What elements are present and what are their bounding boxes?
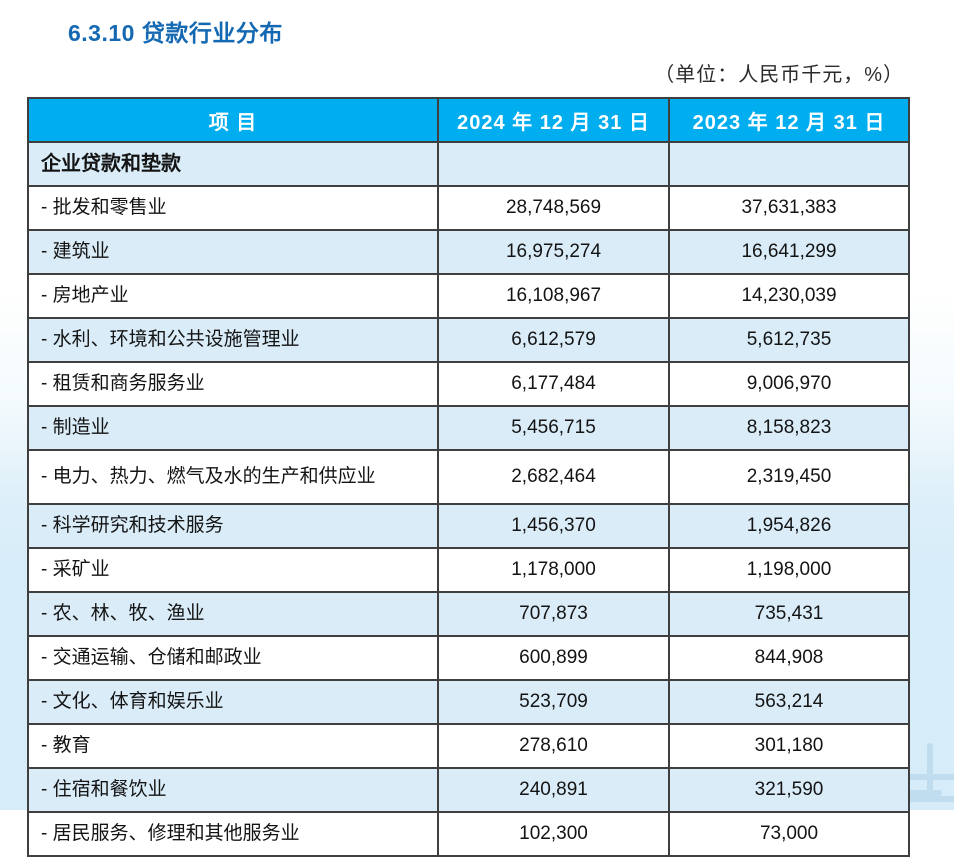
item-label: 企业贷款和垫款 bbox=[27, 141, 439, 187]
item-label: - 科学研究和技术服务 bbox=[27, 503, 439, 549]
value-2024: 240,891 bbox=[437, 767, 670, 813]
value-2024: 16,108,967 bbox=[437, 273, 670, 319]
value-2024: 102,300 bbox=[437, 811, 670, 857]
value-2023: 37,631,383 bbox=[668, 185, 910, 231]
item-label: - 制造业 bbox=[27, 405, 439, 451]
item-label: - 批发和零售业 bbox=[27, 185, 439, 231]
table-header-row: 项 目 2024 年 12 月 31 日 2023 年 12 月 31 日 bbox=[27, 97, 910, 143]
table-row: - 科学研究和技术服务 1,456,370 1,954,826 bbox=[27, 503, 910, 549]
value-2023: 321,590 bbox=[668, 767, 910, 813]
value-2023: 73,000 bbox=[668, 811, 910, 857]
table-row: - 批发和零售业 28,748,569 37,631,383 bbox=[27, 185, 910, 231]
value-2023: 1,198,000 bbox=[668, 547, 910, 593]
value-2023: 844,908 bbox=[668, 635, 910, 681]
value-2023: 14,230,039 bbox=[668, 273, 910, 319]
value-2024: 5,456,715 bbox=[437, 405, 670, 451]
table-row: - 交通运输、仓储和邮政业 600,899 844,908 bbox=[27, 635, 910, 681]
column-header-2023: 2023 年 12 月 31 日 bbox=[668, 97, 910, 143]
value-2024: 600,899 bbox=[437, 635, 670, 681]
table-row: - 文化、体育和娱乐业 523,709 563,214 bbox=[27, 679, 910, 725]
value-2024: 28,748,569 bbox=[437, 185, 670, 231]
value-2024 bbox=[437, 141, 670, 187]
value-2023: 5,612,735 bbox=[668, 317, 910, 363]
table-row: - 农、林、牧、渔业 707,873 735,431 bbox=[27, 591, 910, 637]
table-row: - 制造业 5,456,715 8,158,823 bbox=[27, 405, 910, 451]
value-2023: 301,180 bbox=[668, 723, 910, 769]
value-2023: 735,431 bbox=[668, 591, 910, 637]
value-2024: 278,610 bbox=[437, 723, 670, 769]
value-2023: 563,214 bbox=[668, 679, 910, 725]
value-2023: 8,158,823 bbox=[668, 405, 910, 451]
table-row: - 采矿业 1,178,000 1,198,000 bbox=[27, 547, 910, 593]
table-row: - 建筑业 16,975,274 16,641,299 bbox=[27, 229, 910, 275]
table-row-corporate-loans: 企业贷款和垫款 bbox=[27, 141, 910, 187]
item-label: - 农、林、牧、渔业 bbox=[27, 591, 439, 637]
table-row: - 居民服务、修理和其他服务业 102,300 73,000 bbox=[27, 811, 910, 857]
value-2024: 1,178,000 bbox=[437, 547, 670, 593]
value-2023: 1,954,826 bbox=[668, 503, 910, 549]
value-2023: 16,641,299 bbox=[668, 229, 910, 275]
item-label: - 电力、热力、燃气及水的生产和供应业 bbox=[27, 449, 439, 505]
table-row: - 电力、热力、燃气及水的生产和供应业 2,682,464 2,319,450 bbox=[27, 449, 910, 505]
value-2023: 2,319,450 bbox=[668, 449, 910, 505]
unit-note: （单位：人民币千元，%） bbox=[654, 64, 904, 86]
value-2024: 707,873 bbox=[437, 591, 670, 637]
section-title: 6.3.10 贷款行业分布 bbox=[68, 20, 283, 46]
item-label: - 住宿和餐饮业 bbox=[27, 767, 439, 813]
value-2024: 523,709 bbox=[437, 679, 670, 725]
item-label: - 文化、体育和娱乐业 bbox=[27, 679, 439, 725]
value-2024: 2,682,464 bbox=[437, 449, 670, 505]
table-row: - 教育 278,610 301,180 bbox=[27, 723, 910, 769]
value-2023 bbox=[668, 141, 910, 187]
item-label: - 采矿业 bbox=[27, 547, 439, 593]
item-label: - 建筑业 bbox=[27, 229, 439, 275]
item-label: - 房地产业 bbox=[27, 273, 439, 319]
column-header-item: 项 目 bbox=[27, 97, 439, 143]
item-label: - 水利、环境和公共设施管理业 bbox=[27, 317, 439, 363]
value-2023: 9,006,970 bbox=[668, 361, 910, 407]
column-header-2024: 2024 年 12 月 31 日 bbox=[437, 97, 670, 143]
table-row: - 水利、环境和公共设施管理业 6,612,579 5,612,735 bbox=[27, 317, 910, 363]
value-2024: 16,975,274 bbox=[437, 229, 670, 275]
item-label: - 教育 bbox=[27, 723, 439, 769]
table-row: - 房地产业 16,108,967 14,230,039 bbox=[27, 273, 910, 319]
item-label: - 交通运输、仓储和邮政业 bbox=[27, 635, 439, 681]
value-2024: 1,456,370 bbox=[437, 503, 670, 549]
value-2024: 6,177,484 bbox=[437, 361, 670, 407]
table-row: - 租赁和商务服务业 6,177,484 9,006,970 bbox=[27, 361, 910, 407]
item-label: - 居民服务、修理和其他服务业 bbox=[27, 811, 439, 857]
item-label: - 租赁和商务服务业 bbox=[27, 361, 439, 407]
loan-industry-table: 项 目 2024 年 12 月 31 日 2023 年 12 月 31 日 企业… bbox=[27, 97, 910, 857]
value-2024: 6,612,579 bbox=[437, 317, 670, 363]
table-row: - 住宿和餐饮业 240,891 321,590 bbox=[27, 767, 910, 813]
